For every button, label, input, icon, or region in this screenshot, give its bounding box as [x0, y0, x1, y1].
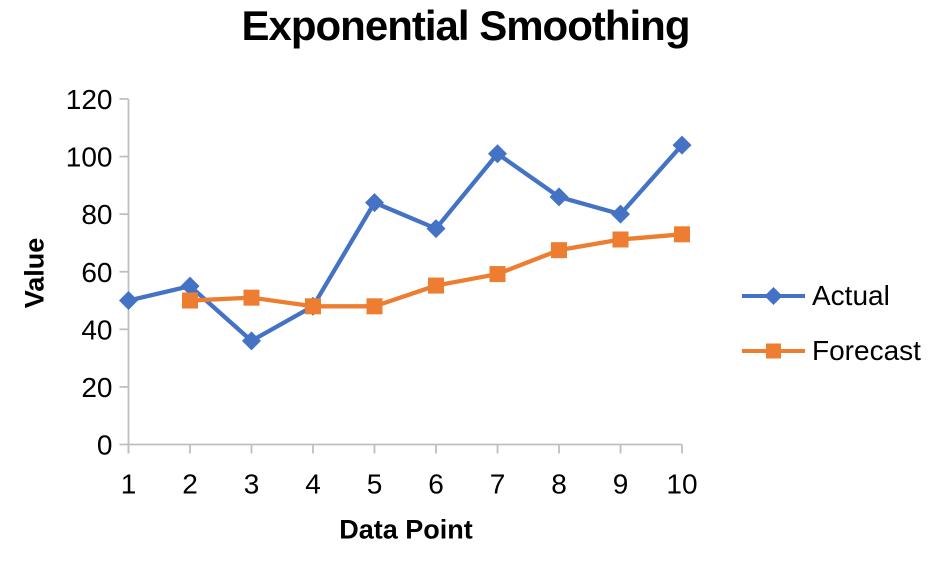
- x-tick-label: 1: [121, 469, 137, 500]
- y-tick-label: 40: [81, 314, 112, 345]
- x-tick-label: 6: [428, 469, 444, 500]
- marker-diamond-actual: [672, 135, 692, 155]
- marker-square-forecast: [674, 226, 690, 243]
- legend-item-actual: Actual: [741, 280, 921, 311]
- marker-square-forecast: [551, 242, 567, 259]
- marker-diamond-actual: [611, 204, 630, 224]
- marker-square-forecast: [305, 298, 321, 315]
- legend-marker-diamond: [764, 287, 783, 305]
- x-tick-label: 2: [182, 469, 198, 500]
- y-tick-label: 0: [97, 430, 113, 461]
- marker-diamond-actual: [488, 144, 507, 164]
- marker-square-forecast: [428, 277, 444, 294]
- y-tick-label: 80: [81, 199, 112, 230]
- x-tick-label: 7: [490, 469, 506, 500]
- marker-diamond-actual: [180, 276, 200, 296]
- y-tick-label: 120: [66, 84, 113, 115]
- x-tick-label: 4: [305, 469, 321, 500]
- legend-marker-square: [766, 343, 781, 359]
- y-tick-label: 100: [66, 142, 113, 173]
- marker-square-forecast: [612, 231, 629, 248]
- marker-diamond-actual: [426, 219, 446, 239]
- legend-swatch-actual-line-diamond-icon: [742, 287, 805, 305]
- legend-label-actual: Actual: [812, 280, 890, 311]
- marker-diamond-actual: [549, 187, 569, 207]
- x-tick-label: 3: [244, 469, 260, 500]
- legend-swatch-forecast-line-square-icon: [742, 343, 805, 359]
- x-tick-label: 10: [666, 469, 697, 500]
- marker-square-forecast: [182, 292, 198, 309]
- marker-diamond-actual: [119, 291, 138, 311]
- marker-square-forecast: [366, 298, 383, 315]
- chart-title: Exponential Smoothing: [241, 2, 691, 49]
- legend-label-forecast: Forecast: [812, 335, 921, 366]
- marker-square-forecast: [243, 289, 260, 306]
- legend: Actual Forecast: [741, 280, 921, 366]
- y-axis-title: Value: [19, 237, 50, 309]
- series-line-forecast: [187, 232, 685, 309]
- x-tick-label: 8: [551, 469, 567, 500]
- legend-item-forecast: Forecast: [741, 335, 921, 366]
- x-tick-label: 5: [367, 469, 383, 500]
- y-tick-label: 60: [81, 257, 112, 288]
- x-tick-label: 9: [613, 469, 629, 500]
- marker-diamond-actual: [365, 193, 384, 213]
- y-tick-label: 20: [81, 372, 112, 403]
- marker-square-forecast: [489, 266, 506, 283]
- x-axis-title: Data Point: [339, 514, 473, 545]
- series-line-actual: [126, 142, 685, 344]
- marker-diamond-actual: [242, 331, 261, 351]
